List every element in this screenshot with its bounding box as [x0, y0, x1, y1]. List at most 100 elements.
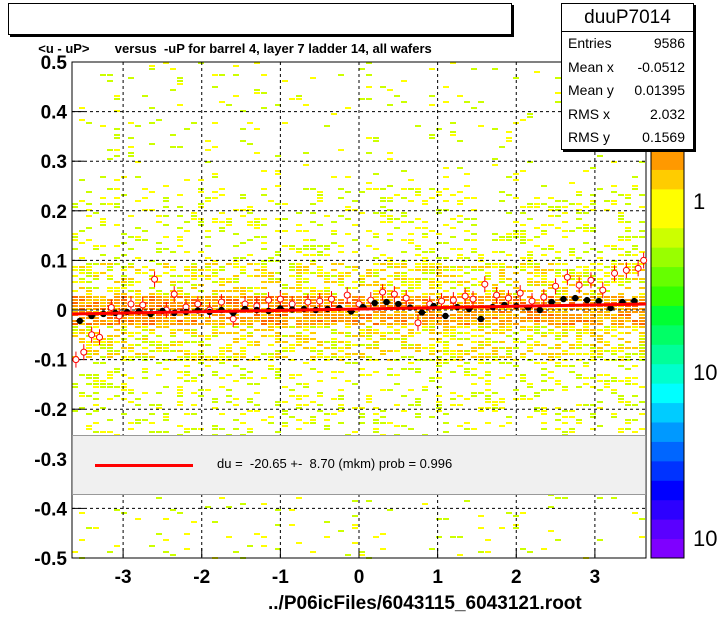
heatmap-cell [170, 284, 176, 286]
heatmap-cell [121, 332, 127, 334]
heatmap-cell [492, 128, 498, 130]
heatmap-cell [135, 236, 141, 238]
heatmap-cell [303, 104, 309, 106]
heatmap-cell [177, 329, 183, 331]
heatmap-cell [541, 278, 547, 280]
heatmap-cell [184, 302, 190, 304]
heatmap-cell [156, 533, 162, 535]
heatmap-cell [576, 341, 582, 343]
heatmap-cell [107, 320, 113, 322]
heatmap-cell [478, 356, 484, 358]
heatmap-cell [625, 308, 631, 310]
heatmap-cell [569, 347, 575, 349]
heatmap-cell [191, 266, 197, 268]
heatmap-cell [72, 239, 78, 241]
heatmap-cell [219, 194, 225, 196]
heatmap-cell [86, 308, 92, 310]
heatmap-cell [422, 302, 428, 304]
profile-open-marker [438, 297, 446, 305]
heatmap-cell [548, 371, 554, 373]
heatmap-cell [422, 269, 428, 271]
heatmap-cell [611, 329, 617, 331]
heatmap-cell [303, 239, 309, 241]
heatmap-cell [331, 275, 337, 277]
profile-open-marker [88, 331, 96, 339]
heatmap-cell [569, 344, 575, 346]
heatmap-cell [618, 218, 624, 220]
heatmap-cell [303, 266, 309, 268]
heatmap-cell [184, 179, 190, 181]
heatmap-cell [534, 323, 540, 325]
heatmap-cell [408, 290, 414, 292]
heatmap-cell [198, 305, 204, 307]
heatmap-cell [611, 266, 617, 268]
heatmap-cell [408, 179, 414, 181]
heatmap-cell [205, 257, 211, 259]
profile-open-marker [414, 319, 422, 327]
heatmap-cell [135, 332, 141, 334]
heatmap-cell [331, 230, 337, 232]
heatmap-cell [457, 200, 463, 202]
heatmap-cell [373, 407, 379, 409]
heatmap-cell [597, 188, 603, 190]
heatmap-cell [534, 395, 540, 397]
heatmap-cell [156, 119, 162, 121]
heatmap-cell [443, 257, 449, 259]
heatmap-cell [93, 344, 99, 346]
heatmap-cell [121, 194, 127, 196]
heatmap-cell [205, 320, 211, 322]
heatmap-cell [93, 335, 99, 337]
heatmap-cell [135, 326, 141, 328]
heatmap-cell [373, 341, 379, 343]
heatmap-cell [618, 311, 624, 313]
heatmap-cell [247, 122, 253, 124]
heatmap-cell [296, 317, 302, 319]
heatmap-cell [191, 404, 197, 406]
heatmap-cell [352, 281, 358, 283]
heatmap-cell [590, 314, 596, 316]
heatmap-cell [177, 308, 183, 310]
heatmap-cell [114, 257, 120, 259]
palette-swatch [651, 441, 684, 462]
heatmap-cell [492, 311, 498, 313]
heatmap-cell [170, 134, 176, 136]
heatmap-cell [247, 320, 253, 322]
heatmap-cell [247, 398, 253, 400]
heatmap-cell [534, 392, 540, 394]
heatmap-cell [359, 332, 365, 334]
palette-swatch [651, 344, 684, 365]
palette-swatch [651, 247, 684, 268]
heatmap-cell [611, 191, 617, 193]
heatmap-cell [107, 314, 113, 316]
heatmap-cell [198, 314, 204, 316]
heatmap-cell [93, 341, 99, 343]
heatmap-cell [541, 380, 547, 382]
heatmap-cell [639, 269, 645, 271]
stats-value: -0.0512 [637, 58, 685, 75]
heatmap-cell [128, 215, 134, 217]
heatmap-cell [275, 341, 281, 343]
heatmap-cell [324, 296, 330, 298]
heatmap-cell [408, 368, 414, 370]
heatmap-cell [338, 215, 344, 217]
heatmap-cell [457, 296, 463, 298]
heatmap-cell [499, 356, 505, 358]
heatmap-cell [289, 275, 295, 277]
heatmap-cell [338, 410, 344, 412]
heatmap-cell [149, 344, 155, 346]
heatmap-cell [583, 329, 589, 331]
heatmap-cell [275, 323, 281, 325]
heatmap-cell [422, 203, 428, 205]
heatmap-cell [142, 209, 148, 211]
heatmap-cell [331, 113, 337, 115]
heatmap-cell [555, 206, 561, 208]
heatmap-cell [338, 350, 344, 352]
heatmap-cell [142, 335, 148, 337]
heatmap-cell [597, 155, 603, 157]
heatmap-cell [219, 188, 225, 190]
heatmap-cell [240, 422, 246, 424]
heatmap-cell [527, 383, 533, 385]
heatmap-cell [324, 326, 330, 328]
heatmap-cell [296, 296, 302, 298]
heatmap-cell [597, 323, 603, 325]
